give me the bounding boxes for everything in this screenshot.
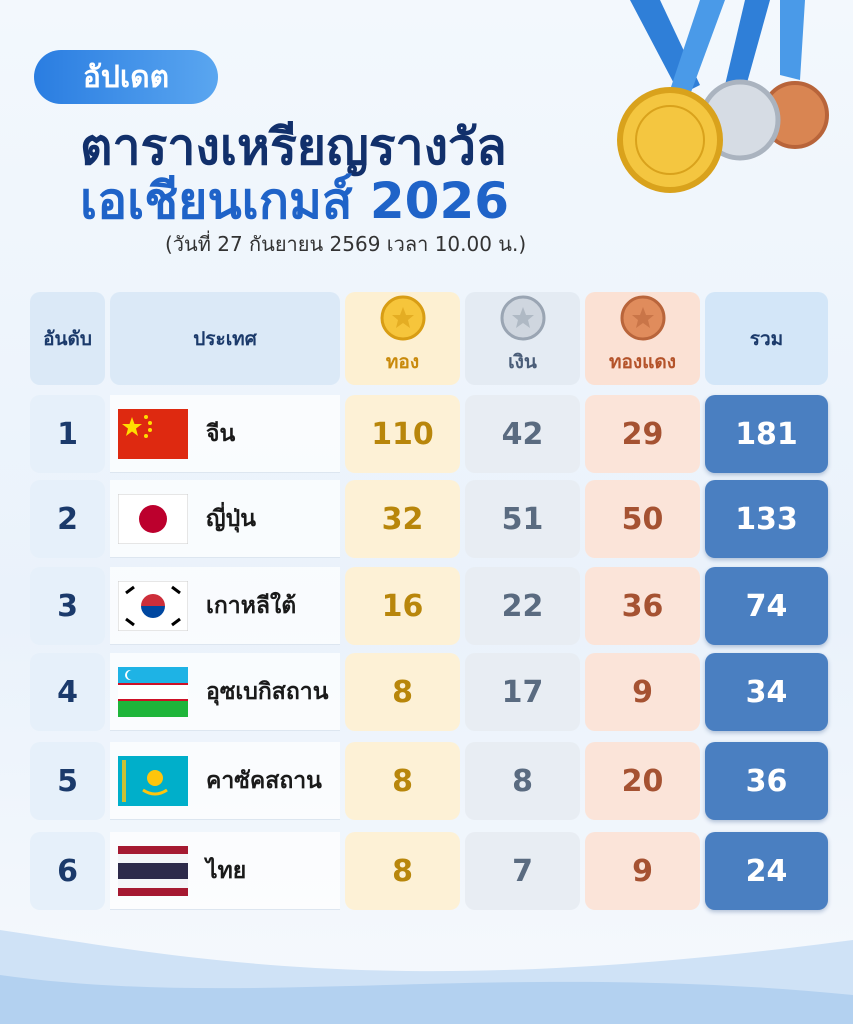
country-name: จีน xyxy=(206,420,236,447)
total-cell: 36 xyxy=(705,742,828,820)
total-cell: 34 xyxy=(705,653,828,731)
total-cell: 74 xyxy=(705,567,828,645)
column-header: อันดับ xyxy=(30,292,105,385)
gold-cell: 110 xyxy=(345,395,460,473)
column-header-text: ทอง xyxy=(385,351,420,373)
total-cell: 24 xyxy=(705,832,828,910)
flag xyxy=(118,493,188,544)
subtitle: (วันที่ 27 กันยายน 2569 เวลา 10.00 น.) xyxy=(165,232,527,256)
gold-cell: 8 xyxy=(345,653,460,731)
country-name: ไทย xyxy=(206,857,247,884)
bronze-cell: 50 xyxy=(585,480,700,558)
bronze-cell: 20 xyxy=(585,742,700,820)
silver-cell: 51 xyxy=(465,480,580,558)
gold-cell: 32 xyxy=(345,480,460,558)
flag xyxy=(118,408,188,459)
bronze-cell: 29 xyxy=(585,395,700,473)
flag xyxy=(118,845,188,896)
column-header: ประเทศ xyxy=(110,292,340,385)
country-cell: เกาหลีใต้ xyxy=(110,567,340,645)
column-header: ทอง xyxy=(345,292,460,385)
bronze-cell: 36 xyxy=(585,567,700,645)
total-cell: 181 xyxy=(705,395,828,473)
gold-cell: 8 xyxy=(345,832,460,910)
country-name: อุซเบกิสถาน xyxy=(206,678,329,705)
gold-cell: 8 xyxy=(345,742,460,820)
rank-cell: 1 xyxy=(30,395,105,473)
flag xyxy=(118,580,188,631)
country-name: คาซัคสถาน xyxy=(206,767,322,794)
medal-icon xyxy=(620,295,665,341)
column-header-text: เงิน xyxy=(508,351,537,373)
total-cell: 133 xyxy=(705,480,828,558)
column-header-text: อันดับ xyxy=(43,327,92,350)
country-name: เกาหลีใต้ xyxy=(206,592,297,619)
column-header-text: ทองแดง xyxy=(608,351,677,373)
rank-cell: 4 xyxy=(30,653,105,731)
column-header-text: รวม xyxy=(749,327,784,350)
title-line: ตารางเหรียญรางวัล xyxy=(80,118,507,176)
column-header: ทองแดง xyxy=(585,292,700,385)
silver-cell: 42 xyxy=(465,395,580,473)
silver-cell: 8 xyxy=(465,742,580,820)
medal-icon xyxy=(380,295,425,341)
medals-illustration xyxy=(617,0,829,193)
rank-cell: 2 xyxy=(30,480,105,558)
country-cell: ญี่ปุ่น xyxy=(110,480,340,558)
silver-cell: 7 xyxy=(465,832,580,910)
rank-cell: 5 xyxy=(30,742,105,820)
column-header: รวม xyxy=(705,292,828,385)
rank-cell: 3 xyxy=(30,567,105,645)
wave xyxy=(0,975,853,1024)
gold-cell: 16 xyxy=(345,567,460,645)
rank-cell: 6 xyxy=(30,832,105,910)
country-name: ญี่ปุ่น xyxy=(206,505,256,532)
country-cell: จีน xyxy=(110,395,340,473)
silver-cell: 22 xyxy=(465,567,580,645)
country-cell: คาซัคสถาน xyxy=(110,742,340,820)
bronze-cell: 9 xyxy=(585,653,700,731)
column-header: เงิน xyxy=(465,292,580,385)
flag xyxy=(118,666,188,717)
update-badge: อัปเดต xyxy=(34,50,218,104)
silver-cell: 17 xyxy=(465,653,580,731)
country-cell: ไทย xyxy=(110,832,340,910)
bronze-cell: 9 xyxy=(585,832,700,910)
title-line: เอเชียนเกมส์ 2026 xyxy=(80,172,510,230)
flag xyxy=(118,755,188,806)
country-cell: อุซเบกิสถาน xyxy=(110,653,340,731)
column-header-text: ประเทศ xyxy=(193,327,257,350)
medal-icon xyxy=(500,295,545,341)
